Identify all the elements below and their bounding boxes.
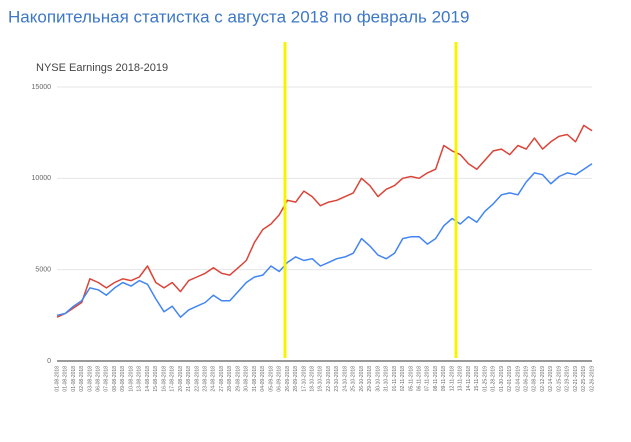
x-tick-label: 08-08-2018 [112,366,118,392]
x-tick-label: 29-10-2018 [367,366,373,392]
x-tick-label: 02-06-2019 [523,366,529,392]
x-tick-label: 23-10-2018 [334,366,340,392]
x-tick-label: 07-11-2018 [425,366,431,391]
x-tick-label: 12-11-2018 [449,366,455,391]
x-tick-label: 17-10-2018 [301,366,307,392]
x-tick-label: 27-08-2018 [219,366,225,392]
x-tick-label: 15-11-2018 [474,366,480,391]
page-title: Накопительная статистка с августа 2018 п… [8,7,469,26]
chart-title: NYSE Earnings 2018-2019 [36,62,168,74]
x-tick-label: 22-10-2018 [326,366,332,392]
lines [56,124,593,318]
series-line [56,124,593,318]
x-tick-label: 23-08-2018 [202,366,208,392]
x-tick-label: 20-08-2018 [178,366,184,392]
x-tick-label: 28-08-2018 [227,366,233,392]
x-tick-label: 06-11-2018 [416,366,422,391]
x-tick-label: 01-08-2018 [63,366,69,392]
x-tick-label: 02-08-2018 [79,366,85,392]
x-tick-label: 02-11-2018 [400,366,406,391]
x-tick-label: 29-08-2018 [235,366,241,392]
y-tick-label: 10000 [32,175,52,182]
x-tick-label: 31-10-2018 [384,366,390,392]
x-tick-label: 01-08-2018 [71,366,77,392]
x-tick-label: 02-14-2019 [548,366,554,392]
x-tick-label: 13-08-2018 [137,366,143,392]
x-tick-label: 17-08-2018 [170,366,176,392]
x-tick-label: 14-08-2018 [145,366,151,392]
x-tick-label: 16-08-2018 [161,366,167,392]
x-tick-label: 06-08-2018 [95,366,101,392]
x-tick-label: 13-11-2018 [458,366,464,391]
x-tick-label: 19-10-2018 [318,366,324,392]
x-tick-label: 07-08-2018 [104,366,110,392]
x-tick-label: 25-10-2018 [351,366,357,392]
x-tick-label: 10-08-2018 [128,366,134,392]
x-tick-label: 02-15-2019 [556,366,562,392]
x-tick-label: 02-12-2019 [540,366,546,392]
x-tick-label: 21-08-2018 [186,366,192,392]
x-tick-label: 18-10-2018 [309,366,315,392]
x-tick-label: 30-08-2018 [244,366,250,392]
x-tick-label: 01-28-2019 [491,366,497,392]
x-tick-label: 31-08-2018 [252,366,258,392]
y-tick-label: 0 [47,358,51,365]
x-tick-label: 01-08-2018 [54,366,60,392]
x-tick-label: 09-08-2018 [120,366,126,392]
y-tick-label: 5000 [35,267,51,274]
x-tick-label: 02-25-2019 [581,366,587,392]
x-tick-label: 02-04-2019 [515,366,521,392]
x-tick-label: 05-11-2018 [408,366,414,391]
x-tick-label: 01-25-2019 [482,366,488,392]
x-tick-label: 02-08-2019 [532,366,538,392]
x-tick-label: 28-09-2018 [293,366,299,392]
x-tick-label: 05-09-2018 [268,366,274,392]
x-tick-label: 02-19-2019 [565,366,571,392]
x-tick-label: 04-09-2018 [260,366,266,392]
x-tick-label: 30-10-2018 [375,366,381,392]
series-line [56,163,593,318]
x-tick-label: 02-26-2019 [589,366,595,392]
x-tick-label: 24-08-2018 [211,366,217,392]
x-tick-label: 03-08-2018 [87,366,93,392]
x-tick-label: 08-11-2018 [433,366,439,391]
x-tick-label: 02-21-2019 [573,366,579,392]
x-tick-label: 02-01-2019 [507,366,513,392]
x-tick-label: 26-10-2018 [359,366,365,392]
y-tick-label: 15000 [32,84,52,91]
x-tick-label: 09-11-2018 [441,366,447,391]
x-tick-label: 01-11-2018 [392,366,398,391]
x-tick-label: 15-08-2018 [153,366,159,392]
x-tick-label: 06-09-2018 [277,366,283,392]
x-tick-label: 22-08-2018 [194,366,200,392]
x-tick-label: 01-30-2019 [499,366,505,392]
x-tick-label: 26-09-2018 [285,366,291,392]
x-tick-label: 14-11-2018 [466,366,472,391]
x-tick-label: 24-10-2018 [342,366,348,392]
